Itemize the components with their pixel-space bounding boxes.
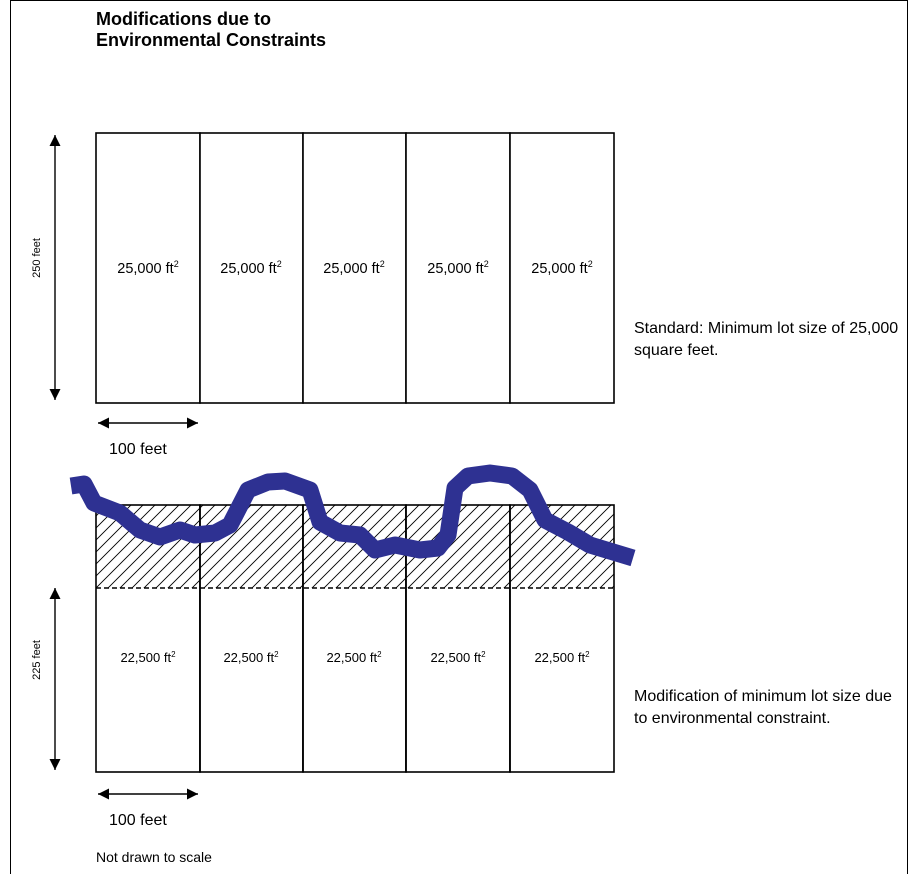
modification-note: Modification of minimum lot size due to … (634, 688, 892, 727)
standard-lot-5 (509, 132, 615, 404)
standard-lot-3 (302, 132, 407, 404)
standard-lots: 25,000 ft2 25,000 ft2 25,000 ft2 25,000 … (95, 132, 615, 404)
standard-note: Standard: Minimum lot size of 25,000 squ… (634, 320, 899, 359)
modified-lots: 22,500 ft2 22,500 ft2 22,500 ft2 22,500 … (95, 504, 615, 773)
standard-lot-1 (95, 132, 201, 404)
modified-lot-label-5: 22,500 ft2 (534, 650, 590, 665)
standard-lot-4 (405, 132, 511, 404)
title-line-1: Modifications due to (96, 9, 271, 29)
constraint-hatch-area (96, 505, 614, 588)
standard-depth-label: 250 feet (31, 238, 43, 278)
diagram-frame (10, 0, 908, 874)
standard-width-label: 100 feet (109, 441, 167, 458)
standard-lot-label-4: 25,000 ft2 (427, 259, 488, 277)
modified-depth-label: 225 feet (31, 640, 43, 680)
modified-lot-label-1: 22,500 ft2 (120, 650, 176, 665)
standard-lot-label-5: 25,000 ft2 (531, 259, 592, 277)
modified-lot-label-2: 22,500 ft2 (223, 650, 279, 665)
stream-line (69, 464, 636, 567)
modified-lot-label-4: 22,500 ft2 (430, 650, 486, 665)
standard-lot-2 (199, 132, 304, 404)
modified-lot-label-3: 22,500 ft2 (326, 650, 382, 665)
scale-note: Not drawn to scale (96, 849, 212, 865)
standard-lot-label-2: 25,000 ft2 (220, 259, 281, 277)
modified-width-label: 100 feet (109, 812, 167, 829)
diagram-title: Modifications due to Environmental Const… (96, 9, 326, 51)
standard-lot-label-3: 25,000 ft2 (323, 259, 384, 277)
title-line-2: Environmental Constraints (96, 30, 327, 50)
standard-lot-label-1: 25,000 ft2 (117, 259, 178, 277)
